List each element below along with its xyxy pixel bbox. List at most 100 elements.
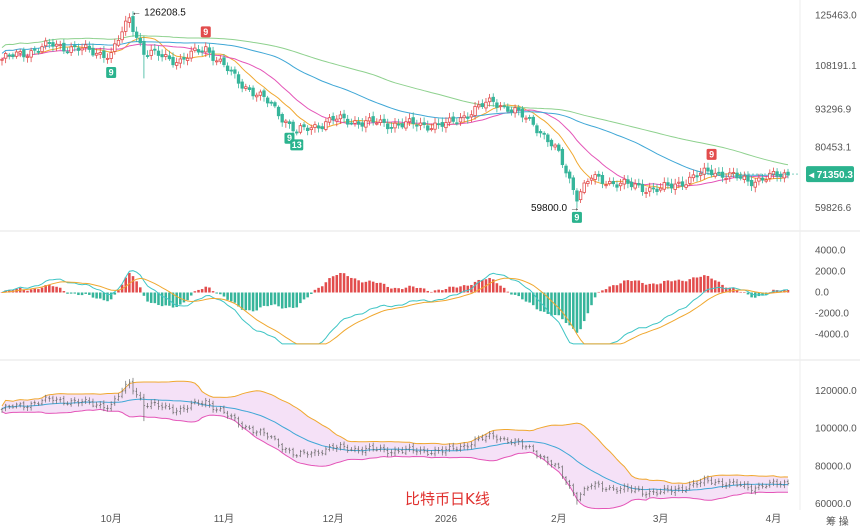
ohlc-bar bbox=[197, 399, 200, 406]
candle bbox=[156, 45, 161, 61]
ohlc-bar bbox=[441, 446, 444, 456]
macd-bar bbox=[462, 285, 466, 293]
macd-bar bbox=[761, 292, 764, 296]
candle bbox=[200, 46, 204, 56]
macd-bar bbox=[310, 292, 313, 294]
candle bbox=[142, 36, 146, 79]
ohlc-bar bbox=[735, 479, 739, 488]
ohlc-bar bbox=[44, 394, 47, 403]
candle bbox=[739, 171, 743, 181]
macd-bar bbox=[353, 278, 357, 293]
candle bbox=[269, 100, 273, 106]
macd-bar bbox=[495, 283, 499, 293]
ohlc-bar bbox=[422, 446, 426, 454]
macd-histogram bbox=[0, 272, 790, 333]
td-badge: 13 bbox=[290, 139, 304, 151]
ohlc-bar bbox=[102, 400, 106, 412]
macd-bar bbox=[8, 289, 11, 293]
ohlc-bar bbox=[561, 465, 564, 479]
ohlc-bar bbox=[721, 478, 724, 488]
candle bbox=[273, 100, 277, 109]
ohlc-bar bbox=[379, 444, 382, 452]
ohlc-bar bbox=[175, 407, 178, 416]
price-tick-label: 59826.6 bbox=[815, 203, 852, 214]
macd-bar bbox=[637, 280, 641, 293]
macd-bar bbox=[55, 286, 58, 293]
candle bbox=[655, 184, 659, 196]
ohlc-bar bbox=[775, 478, 779, 488]
candle bbox=[393, 118, 397, 133]
macd-bar bbox=[426, 290, 430, 293]
candle bbox=[0, 57, 4, 66]
candle bbox=[477, 100, 481, 110]
bollinger-fill bbox=[2, 381, 788, 509]
ma-line bbox=[1, 40, 789, 177]
ohlc-bar bbox=[361, 446, 364, 456]
macd-bar bbox=[193, 291, 197, 293]
ohlc-bar bbox=[157, 400, 160, 410]
candle bbox=[546, 133, 550, 147]
bollinger-candles bbox=[0, 377, 790, 505]
ohlc-bar bbox=[80, 398, 84, 407]
macd-bar bbox=[284, 292, 288, 309]
macd-bar bbox=[535, 292, 539, 310]
macd-bar bbox=[128, 272, 131, 293]
candle bbox=[36, 48, 41, 55]
candle bbox=[688, 171, 692, 186]
macd-bar bbox=[430, 291, 433, 293]
macd-bar bbox=[553, 292, 557, 316]
ohlc-bar bbox=[295, 454, 298, 458]
ohlc-bar bbox=[342, 441, 346, 450]
candle bbox=[62, 39, 66, 54]
candle bbox=[669, 178, 674, 193]
macd-bar bbox=[339, 272, 342, 293]
macd-bar bbox=[630, 281, 633, 293]
price-axis: 125463.0 108191.1 93296.9 80453.1 59826.6 ◂ 7… bbox=[700, 10, 857, 214]
time-tick-label: 11月 bbox=[214, 513, 234, 525]
macd-bar bbox=[743, 292, 746, 293]
moving-average-lines bbox=[1, 35, 789, 189]
candle bbox=[564, 163, 568, 178]
macd-bar bbox=[375, 282, 379, 293]
candle bbox=[189, 46, 193, 62]
ohlc-bar bbox=[637, 485, 641, 492]
macd-bar bbox=[608, 286, 611, 293]
ohlc-bar bbox=[706, 475, 710, 484]
macd-bar bbox=[473, 281, 477, 293]
ohlc-bar bbox=[583, 486, 586, 496]
ohlc-bar bbox=[484, 433, 488, 443]
macd-bar bbox=[124, 277, 127, 293]
candle bbox=[371, 111, 375, 126]
candle bbox=[113, 38, 117, 55]
ohlc-bar bbox=[754, 485, 757, 495]
macd-bar bbox=[575, 292, 579, 333]
candle bbox=[473, 102, 477, 120]
ma-line bbox=[1, 43, 789, 187]
ohlc-bar bbox=[226, 410, 229, 419]
candle bbox=[251, 85, 255, 100]
candle bbox=[127, 13, 132, 28]
macd-bar bbox=[542, 292, 546, 312]
ohlc-bar bbox=[750, 483, 753, 494]
ohlc-bar bbox=[444, 446, 448, 457]
candle bbox=[116, 35, 121, 48]
ohlc-bar bbox=[772, 478, 775, 486]
macd-bar bbox=[604, 289, 608, 293]
ohlc-bar bbox=[59, 396, 62, 403]
candle bbox=[626, 175, 630, 189]
candle bbox=[360, 118, 364, 132]
ohlc-bar bbox=[670, 485, 673, 495]
candle bbox=[760, 173, 765, 184]
svg-text:9: 9 bbox=[574, 212, 579, 222]
macd-bar bbox=[117, 290, 120, 293]
macd-bar bbox=[208, 287, 211, 293]
high-annotation: ← 126208.5 bbox=[131, 7, 186, 18]
macd-bar bbox=[768, 292, 772, 293]
macd-bar bbox=[750, 292, 753, 298]
candle bbox=[502, 102, 506, 109]
ohlc-bar bbox=[139, 391, 142, 401]
ohlc-bar bbox=[393, 446, 397, 457]
candle bbox=[215, 56, 219, 66]
